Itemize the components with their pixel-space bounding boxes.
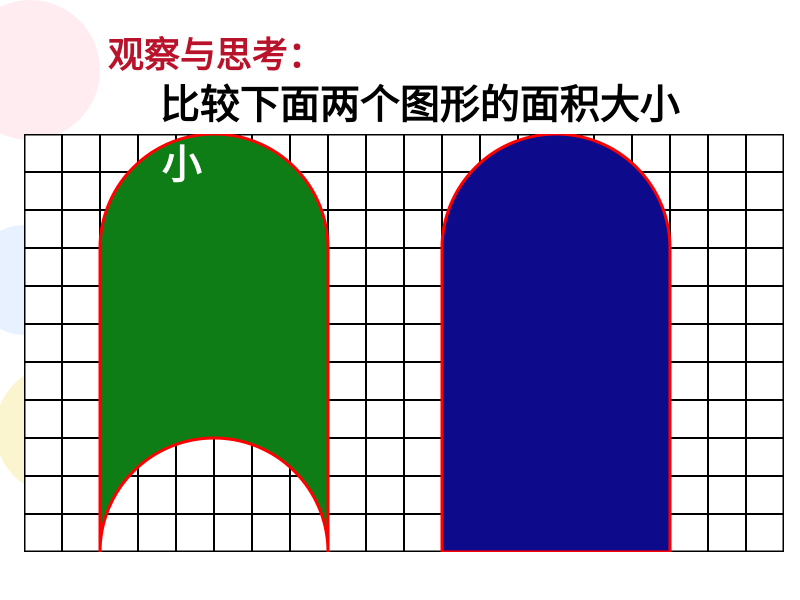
heading-line-2-text: 比较下面两个图形的面积大小 xyxy=(160,82,680,127)
heading-line-2: 比较下面两个图形的面积大小 比较下面两个图形的面积大小 xyxy=(160,72,680,130)
slide: 观察与思考： 观察与思考： 比较下面两个图形的面积大小 比较下面两个图形的面积大… xyxy=(0,0,800,600)
grid-svg xyxy=(24,134,784,552)
comparison-grid xyxy=(24,134,784,552)
right-shape xyxy=(442,134,670,552)
heading-line-1: 观察与思考： 观察与思考： xyxy=(108,26,324,78)
heading-line-1-text: 观察与思考： xyxy=(108,35,324,75)
